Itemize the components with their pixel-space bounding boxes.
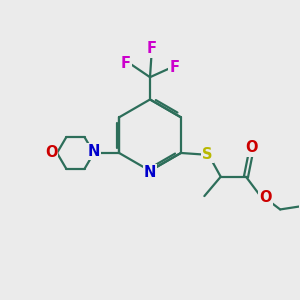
Text: S: S [202,147,213,162]
Text: O: O [45,146,57,160]
Text: O: O [245,140,258,155]
Text: O: O [260,190,272,205]
Text: F: F [169,60,179,75]
Text: N: N [88,144,100,159]
Text: F: F [146,41,157,56]
Text: N: N [144,165,156,180]
Text: F: F [121,56,130,71]
Text: N: N [88,144,100,159]
